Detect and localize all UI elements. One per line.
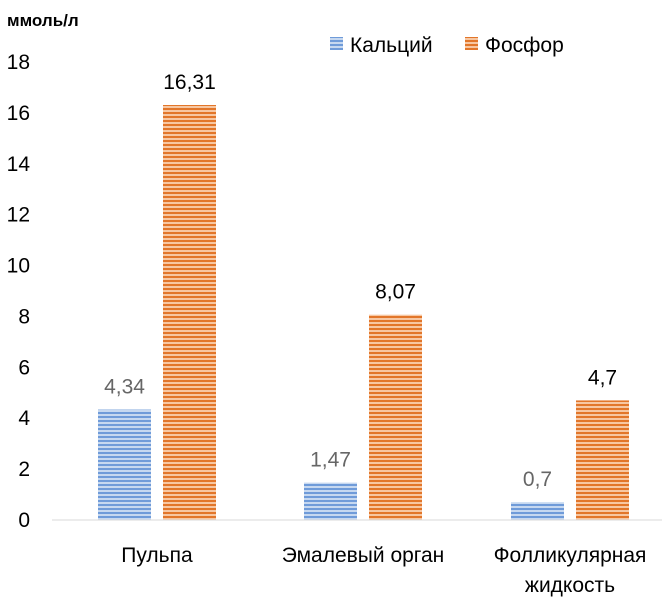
y-axis-unit-label: ммоль/л [7,11,79,30]
bar-phosphorus [576,400,629,520]
data-label: 16,31 [163,71,216,94]
x-axis-labels: Пульпа Эмалевый орган Фолликулярная жидкост… [121,544,646,597]
y-tick-label: 8 [18,305,30,328]
bars [98,105,629,521]
category-label: Эмалевый орган [282,544,445,567]
legend: Кальций Фосфор [330,34,564,57]
bar-calcium [511,502,564,520]
legend-swatch-calcium [330,37,343,50]
y-tick-label: 18 [7,51,30,74]
y-tick-label: 0 [18,509,30,532]
y-tick-label: 6 [18,356,30,379]
y-tick-label: 12 [7,204,30,227]
data-label: 4,34 [104,376,145,399]
category-label: Пульпа [121,544,193,567]
bar-calcium [98,409,151,520]
bar-phosphorus [163,105,216,521]
legend-label-phosphorus: Фосфор [485,34,564,57]
data-label: 0,7 [523,468,552,491]
y-axis-ticks: 0 2 4 6 8 10 12 14 16 18 [7,51,31,532]
bar-calcium [304,482,357,520]
legend-swatch-phosphorus [465,37,478,50]
category-label: Фолликулярная [494,544,647,567]
y-tick-label: 2 [18,458,30,481]
data-label: 8,07 [375,281,416,304]
y-tick-label: 4 [18,407,30,430]
category-label: жидкость [525,574,615,597]
y-tick-label: 10 [7,255,30,278]
data-label: 4,7 [588,366,617,389]
bar-phosphorus [369,314,422,520]
data-labels: 4,34 1,47 0,7 16,31 8,07 4,7 [104,71,617,491]
legend-label-calcium: Кальций [350,34,433,57]
y-tick-label: 16 [7,102,30,125]
y-tick-label: 14 [7,153,31,176]
data-label: 1,47 [310,449,351,472]
